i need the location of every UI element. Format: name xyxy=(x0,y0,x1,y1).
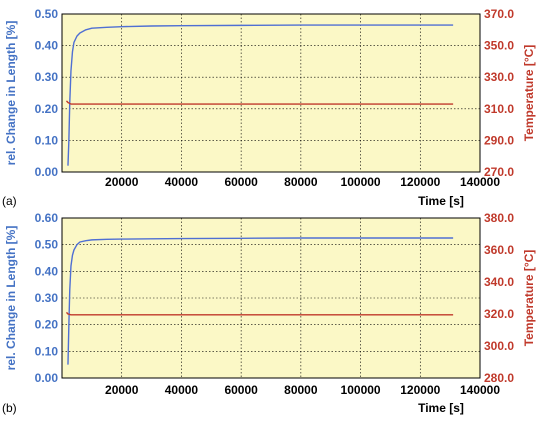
panel-b-y-left-tick-label: 0.50 xyxy=(35,238,59,252)
panel-a-x-tick-label: 140000 xyxy=(460,175,500,189)
panel-b-y-left-tick-label: 0.60 xyxy=(35,211,59,225)
panel-a-x-tick-label: 20000 xyxy=(105,175,139,189)
panel-b-x-tick-label: 40000 xyxy=(165,383,199,397)
panel-b-y-right-tick-label: 280.0 xyxy=(484,371,514,385)
panel-a-y-right-tick-label: 370.0 xyxy=(484,7,514,21)
panel-a-y-left-tick-label: 0.40 xyxy=(35,39,59,53)
panel-b-label: (b) xyxy=(2,401,17,415)
panel-b-x-tick-label: 20000 xyxy=(105,383,139,397)
panel-a-x-tick-label: 60000 xyxy=(224,175,258,189)
panel-a-y-right-tick-label: 290.0 xyxy=(484,133,514,147)
panel-a-y-left-tick-label: 0.30 xyxy=(35,70,59,84)
panel-a-y-left-tick-label: 0.00 xyxy=(35,165,59,179)
panel-a-plot-area xyxy=(61,13,481,173)
panel-b-y-left-tick-label: 0.10 xyxy=(35,344,59,358)
panel-b-x-tick-label: 60000 xyxy=(224,383,258,397)
panel-a-temperature-series-line xyxy=(65,100,454,105)
panel-b-plot-area xyxy=(61,217,481,379)
panel-a-x-tick-label: 80000 xyxy=(284,175,318,189)
panel-a-y-right-axis-title: Temperature [°C] xyxy=(522,45,536,142)
panel-a-y-right-tick-label: 350.0 xyxy=(484,39,514,53)
panel-b-x-axis-title: Time [s] xyxy=(418,401,464,415)
panel-b-y-right-axis-title: Temperature [°C] xyxy=(522,250,536,347)
panel-b-y-left-tick-label: 0.40 xyxy=(35,264,59,278)
panel-b-y-right-tick-label: 360.0 xyxy=(484,243,514,257)
panel-a-y-left-tick-label: 0.10 xyxy=(35,133,59,147)
panel-b-temperature-series-line xyxy=(65,311,454,316)
panel-b-y-left-axis-title: rel. Change in Length [%] xyxy=(4,226,18,371)
panel-b-y-right-tick-label: 300.0 xyxy=(484,339,514,353)
panel-b-y-right-tick-label: 320.0 xyxy=(484,307,514,321)
panel-a-y-left-tick-label: 0.20 xyxy=(35,102,59,116)
panel-b-y-left-tick-label: 0.00 xyxy=(35,371,59,385)
panel-a-y-left-axis-title: rel. Change in Length [%] xyxy=(4,21,18,166)
panel-a-y-right-tick-label: 330.0 xyxy=(484,70,514,84)
panel-a-x-tick-label: 40000 xyxy=(165,175,199,189)
panel-a-label: (a) xyxy=(2,194,17,208)
panel-b-x-tick-label: 100000 xyxy=(341,383,381,397)
panel-a-y-right-tick-label: 270.0 xyxy=(484,165,514,179)
panel-b-y-left-tick-label: 0.30 xyxy=(35,291,59,305)
panel-a-x-tick-label: 120000 xyxy=(400,175,440,189)
panel-a-x-tick-label: 100000 xyxy=(341,175,381,189)
panel-b-x-tick-label: 140000 xyxy=(460,383,500,397)
panel-a-length-series-line xyxy=(67,24,454,166)
panel-a-y-right-tick-label: 310.0 xyxy=(484,102,514,116)
panel-b-y-left-tick-label: 0.20 xyxy=(35,318,59,332)
panel-b-y-right-tick-label: 340.0 xyxy=(484,275,514,289)
panel-b-y-right-tick-label: 380.0 xyxy=(484,211,514,225)
panel-a-y-left-tick-label: 0.50 xyxy=(35,7,59,21)
panel-b-x-tick-label: 80000 xyxy=(284,383,318,397)
panel-b-x-tick-label: 120000 xyxy=(400,383,440,397)
panel-b-length-series-line xyxy=(67,237,454,365)
panel-a-x-axis-title: Time [s] xyxy=(418,194,464,208)
